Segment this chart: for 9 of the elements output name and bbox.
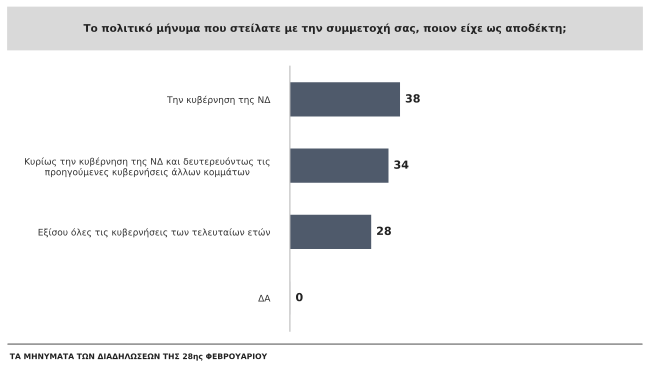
data-label: 28: [377, 226, 391, 236]
y-tick-label: Κυρίως την κυβέρνηση της ΝΔ και δευτερευόντως τις προηγούμενες κυβερνήσεις άλλων κομμάτων: [25, 157, 270, 178]
y-tick-label: Την κυβέρνηση της ΝΔ: [167, 96, 270, 105]
chart-title: Το πολιτικό μήνυμα που στείλατε με την συμμετοχή σας, ποιον είχε ως αποδέκτη;: [84, 23, 566, 34]
data-label: 38: [406, 94, 420, 103]
data-label: 34: [394, 160, 408, 169]
data-label: 0: [296, 292, 303, 302]
y-tick-label: Εξίσου όλες τις κυβερνήσεις των τελευταίων ετών: [38, 228, 270, 238]
y-tick-label: ΔΑ: [258, 294, 270, 302]
